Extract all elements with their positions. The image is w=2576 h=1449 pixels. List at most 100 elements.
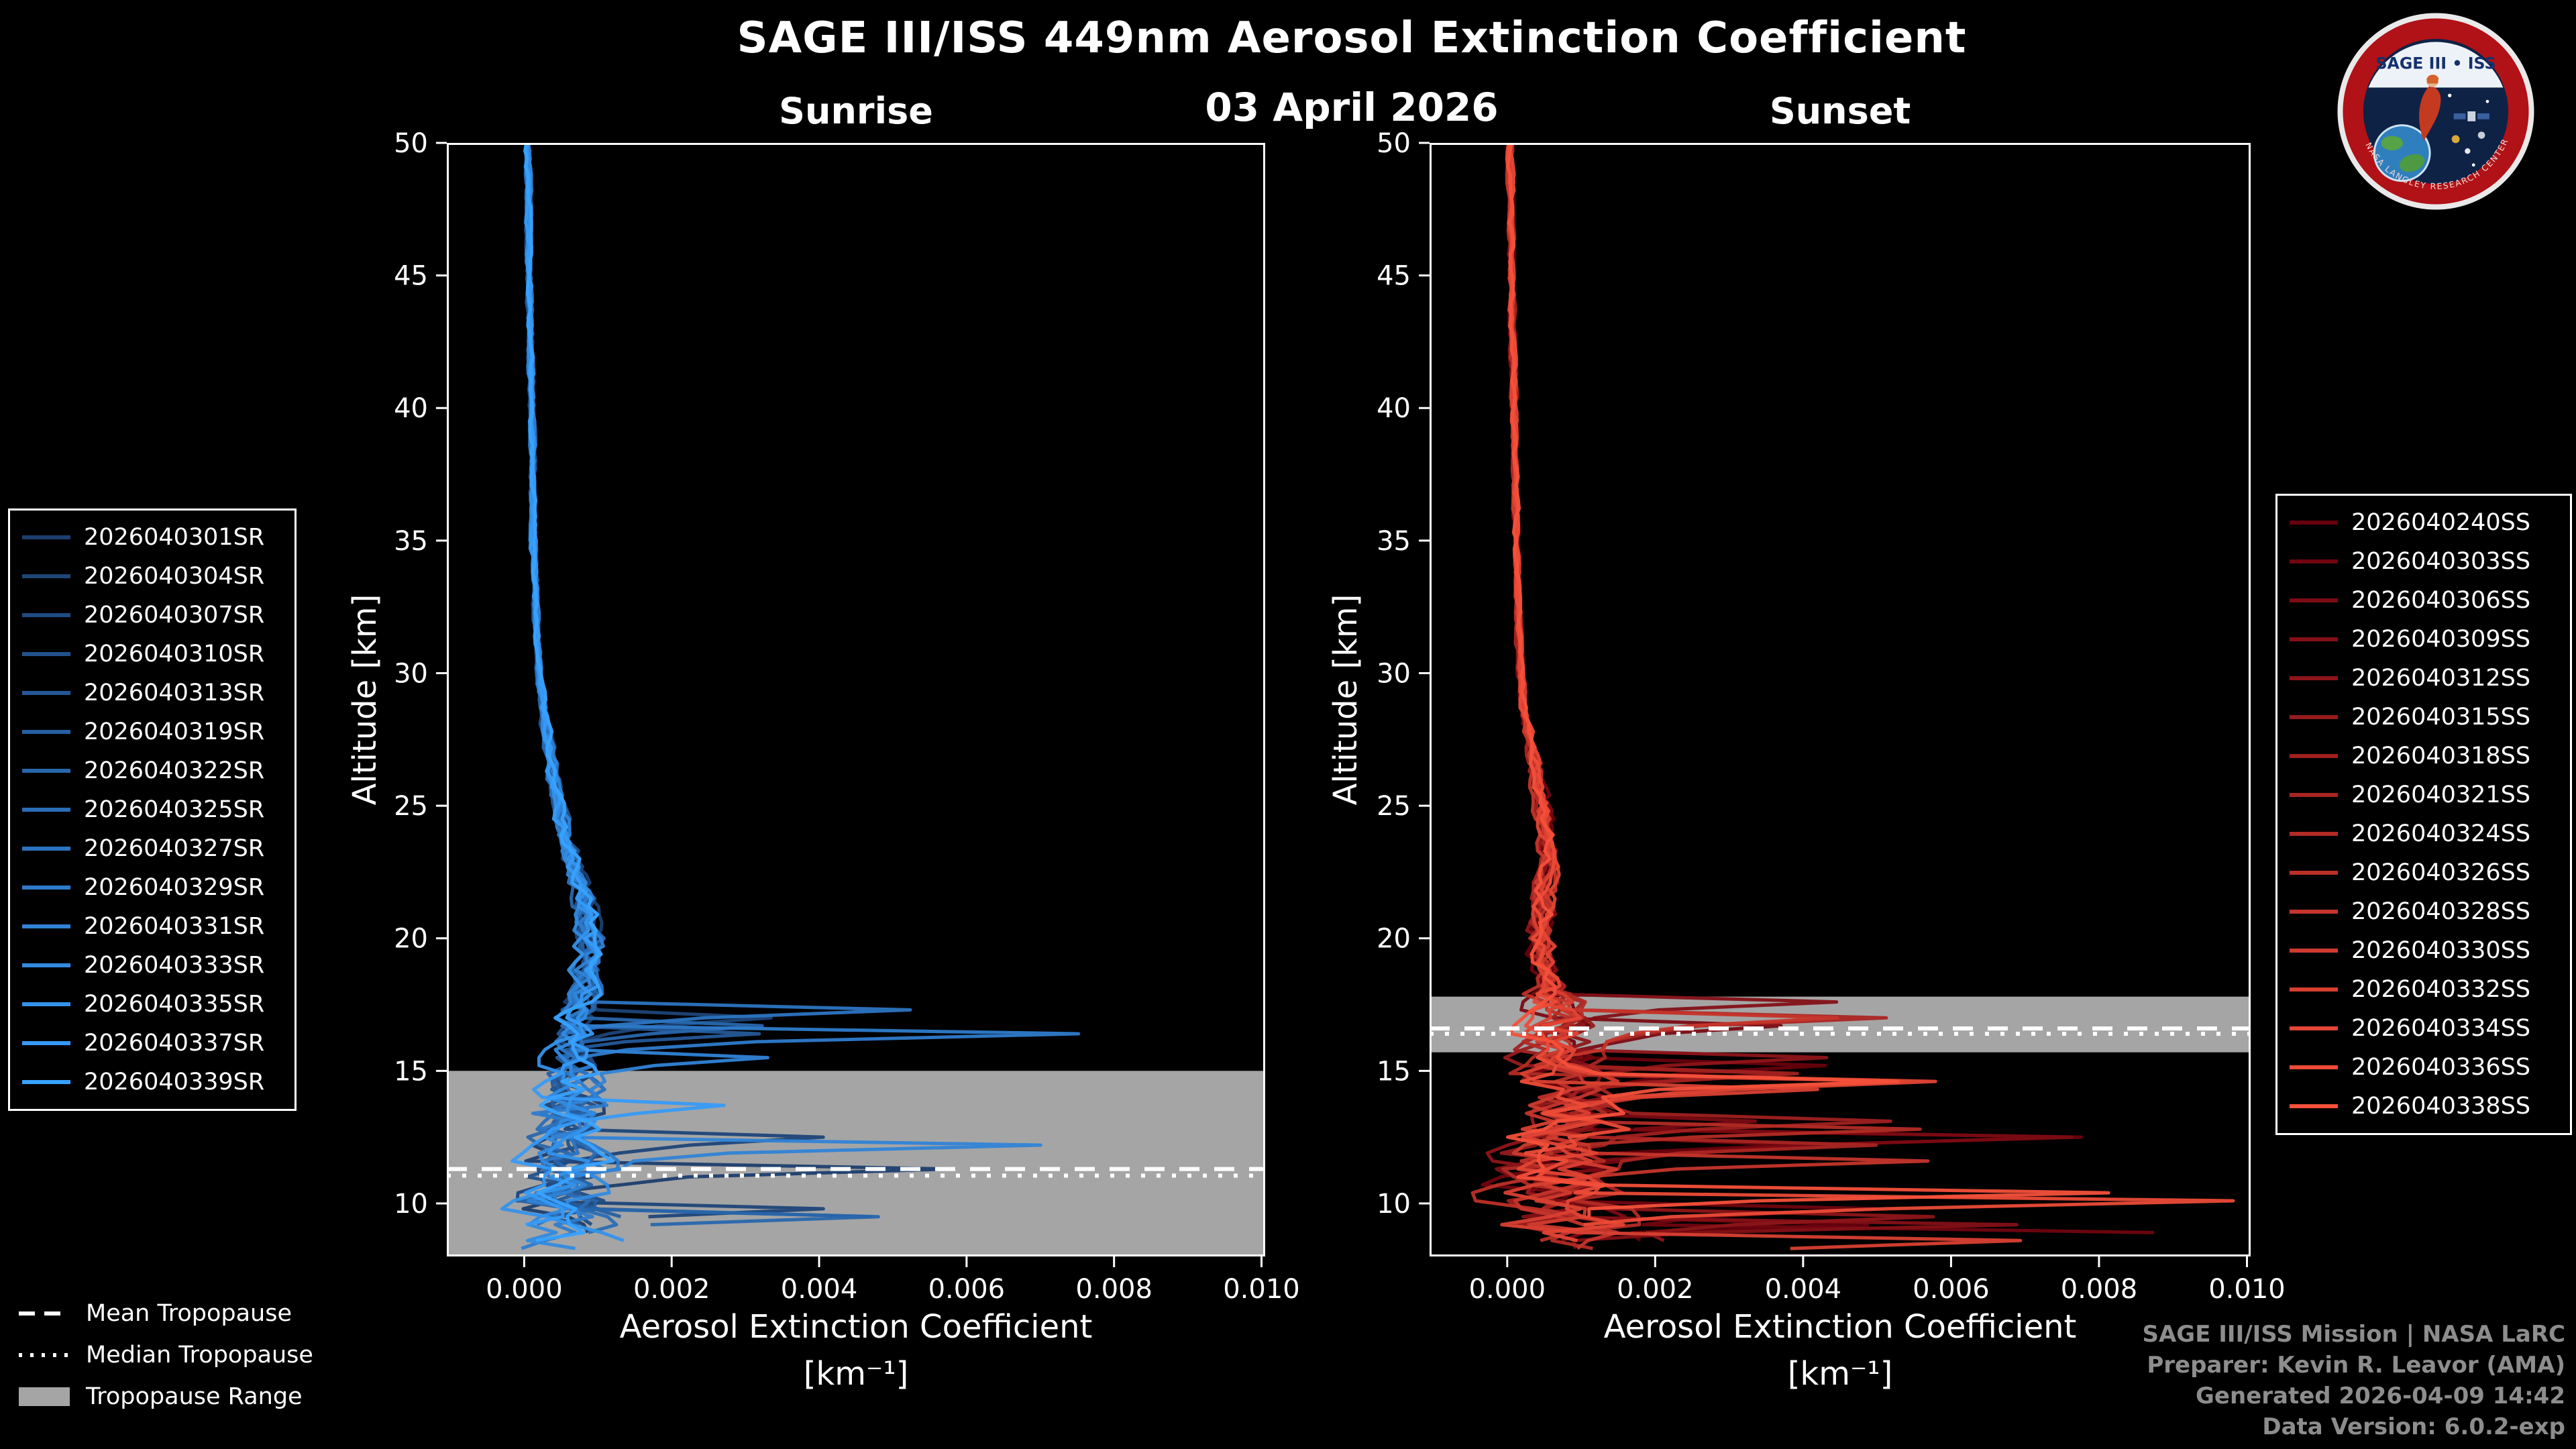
- legend-item: 2026040309SS: [2290, 623, 2558, 655]
- legend-swatch: [2290, 910, 2338, 914]
- x-tick-label: 0.004: [781, 1274, 858, 1305]
- sage-iii-iss-logo-icon: SAGE III • ISS NASA LANGLEY RESEARCH CEN…: [2337, 13, 2534, 210]
- y-tick-label: 35: [1377, 526, 1411, 557]
- legend-label: 2026040326SS: [2351, 859, 2531, 886]
- legend-swatch: [2290, 754, 2338, 758]
- legend-swatch: [22, 808, 70, 812]
- legend-label: 2026040335SR: [84, 990, 265, 1018]
- legend-item: 2026040325SR: [22, 794, 282, 826]
- legend-swatch: [2290, 1065, 2338, 1069]
- legend-item: 2026040335SR: [22, 988, 282, 1020]
- legend-label: 2026040327SR: [84, 835, 265, 862]
- legend-item: 2026040337SR: [22, 1027, 282, 1059]
- legend-swatch: [2290, 715, 2338, 719]
- legend-swatch: [22, 652, 70, 656]
- legend-label: 2026040331SR: [84, 912, 265, 940]
- profile-line-2026040336SS: [1505, 143, 2235, 1227]
- legend-label: 2026040337SR: [84, 1029, 265, 1057]
- legend-item: 2026040331SR: [22, 910, 282, 943]
- plot-frame: [1430, 143, 2251, 1256]
- legend-swatch: [2290, 987, 2338, 991]
- x-tick-label: 0.000: [1469, 1274, 1546, 1305]
- profile-line-2026040331SR: [525, 143, 1042, 1218]
- legend-swatch: [2290, 521, 2338, 525]
- legend-label: 2026040313SR: [84, 679, 265, 706]
- legend-swatch: [22, 613, 70, 617]
- legend-item: 2026040334SS: [2290, 1012, 2558, 1044]
- x-tick-label: 0.006: [1913, 1274, 1990, 1305]
- legend-item: 2026040338SS: [2290, 1090, 2558, 1122]
- legend-item: 2026040303SS: [2290, 545, 2558, 578]
- legend-label: 2026040324SS: [2351, 820, 2531, 847]
- legend-swatch: [2290, 793, 2338, 797]
- legend-label: 2026040319SR: [84, 718, 265, 745]
- y-tick-label: 20: [394, 924, 428, 955]
- legend-label: 2026040339SR: [84, 1068, 265, 1095]
- legend-label: 2026040309SS: [2351, 625, 2531, 653]
- legend-label: 2026040332SS: [2351, 975, 2531, 1003]
- legend-item: 2026040329SR: [22, 871, 282, 904]
- legend-item: 2026040313SR: [22, 677, 282, 709]
- legend-label: 2026040328SS: [2351, 898, 2531, 925]
- legend-swatch: [22, 1080, 70, 1084]
- x-tick-label: 0.002: [633, 1274, 710, 1305]
- legend-sunset: 2026040240SS 2026040303SS 2026040306SS 2026…: [2275, 494, 2572, 1135]
- legend-label: 2026040322SR: [84, 757, 265, 784]
- profile-line-2026040313SR: [524, 143, 761, 1227]
- y-tick-label: 30: [394, 658, 428, 689]
- y-axis-label-sunrise: Altitude [km]: [346, 594, 384, 806]
- legend-item: 2026040315SS: [2290, 701, 2558, 733]
- legend-label: 2026040240SS: [2351, 508, 2531, 536]
- x-tick-label: 0.002: [1617, 1274, 1694, 1305]
- legend-item: 2026040301SR: [22, 521, 282, 553]
- y-tick-label: 40: [1377, 393, 1411, 424]
- legend-item: 2026040306SS: [2290, 584, 2558, 616]
- legend-item-median-tropopause: Median Tropopause: [17, 1342, 313, 1368]
- legend-swatch: [22, 730, 70, 734]
- legend-swatch: [22, 963, 70, 967]
- legend-item: 2026040336SS: [2290, 1051, 2558, 1083]
- legend-label: 2026040306SS: [2351, 586, 2531, 614]
- legend-item-mean-tropopause: Mean Tropopause: [17, 1300, 313, 1327]
- sunset-plot: 0.000 0.002 0.004 0.006 0.008 0.010 10 15 20 25 30…: [1377, 128, 2286, 1305]
- legend-item: 2026040240SS: [2290, 506, 2558, 539]
- legend-label: 2026040333SR: [84, 951, 265, 979]
- credit-line-preparer: Preparer: Kevin R. Leavor (AMA): [2147, 1352, 2565, 1379]
- x-tick-label: 0.008: [1075, 1274, 1152, 1305]
- y-tick-label: 40: [394, 393, 428, 424]
- legend-swatch: [2290, 559, 2338, 564]
- legend-swatch: [2290, 676, 2338, 680]
- y-tick-label: 50: [394, 128, 428, 159]
- legend-item: 2026040330SS: [2290, 934, 2558, 967]
- y-tick-label: 45: [1377, 261, 1411, 292]
- legend-swatch: [2290, 1026, 2338, 1030]
- legend-item: 2026040326SS: [2290, 857, 2558, 889]
- legend-swatch: [22, 1002, 70, 1006]
- x-tick-label: 0.010: [2208, 1274, 2286, 1305]
- sunrise-plot: 0.000 0.002 0.004 0.006 0.008 0.010 10 15 20 25 30…: [394, 128, 1300, 1305]
- y-axis-label-sunset: Altitude [km]: [1327, 594, 1364, 806]
- x-tick-label: 0.000: [486, 1274, 563, 1305]
- legend-label: 2026040321SS: [2351, 781, 2531, 808]
- y-tick-label: 15: [1377, 1056, 1411, 1087]
- y-tick-label: 10: [1377, 1189, 1411, 1220]
- panel-title-sunrise: Sunrise: [779, 90, 933, 132]
- legend-item: 2026040332SS: [2290, 973, 2558, 1006]
- legend-label: 2026040303SS: [2351, 547, 2531, 575]
- y-tick-label: 25: [1377, 791, 1411, 822]
- legend-item: 2026040328SS: [2290, 896, 2558, 928]
- figure-date: 03 April 2026: [1205, 85, 1499, 130]
- legend-label: 2026040310SR: [84, 640, 265, 667]
- legend-swatch: [2290, 1104, 2338, 1108]
- dashed-line-icon: [19, 1311, 70, 1316]
- legend-label: 2026040301SR: [84, 523, 265, 551]
- profile-line-2026040338SS: [1506, 143, 2110, 1217]
- legend-item: 2026040304SR: [22, 560, 282, 592]
- credits-block: SAGE III/ISS Mission | NASA LaRC Prepare…: [2143, 1319, 2566, 1442]
- y-tick-label: 30: [1377, 658, 1411, 689]
- x-axis-units-sunrise: [km⁻¹]: [803, 1355, 909, 1393]
- legend-item: 2026040327SR: [22, 833, 282, 865]
- x-tick-label: 0.004: [1765, 1274, 1842, 1305]
- page-title: SAGE III/ISS 449nm Aerosol Extinction Co…: [737, 13, 1967, 63]
